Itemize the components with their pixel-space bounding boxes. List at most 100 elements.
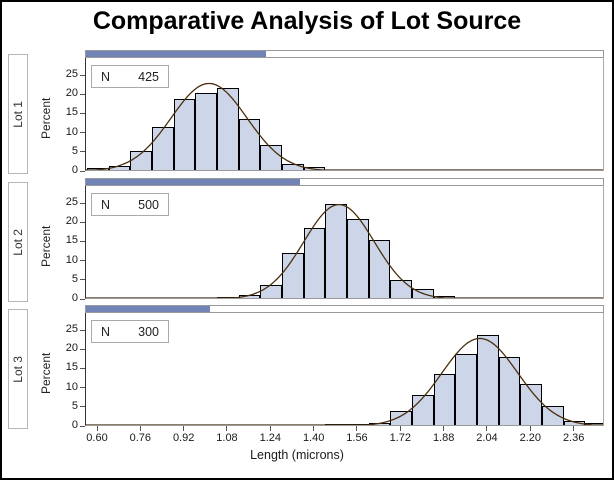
histogram-bar [433, 296, 456, 298]
y-tick-label: 25 [65, 323, 78, 335]
page-title: Comparative Analysis of Lot Source [92, 7, 522, 35]
x-tick-mark [486, 426, 488, 431]
histogram-bar [520, 383, 543, 425]
x-tick-mark [226, 426, 228, 431]
y-tick-mark [80, 74, 85, 76]
histogram-bar [477, 335, 499, 425]
y-tick-label: 20 [65, 342, 78, 355]
histogram-bar [303, 227, 326, 298]
x-tick-label: 1.40 [302, 432, 325, 444]
y-tick-mark [80, 132, 85, 134]
y-tick-label: 0 [71, 292, 78, 304]
x-tick-label: 1.56 [346, 432, 368, 444]
y-tick-mark [80, 406, 85, 408]
n-value: 300 [138, 324, 159, 339]
x-tick-mark [313, 426, 315, 431]
plot-area: N 300 [85, 313, 604, 426]
x-tick-label: 0.76 [129, 432, 152, 444]
x-tick-label: 2.20 [519, 432, 542, 444]
y-axis-label: Percent [39, 97, 53, 140]
histogram-bar [455, 353, 478, 425]
panel-header-strip [85, 178, 604, 186]
n-box: N 425 [91, 65, 169, 88]
x-tick-label: 1.08 [216, 432, 238, 444]
y-tick-mark [80, 202, 85, 204]
x-tick-mark [269, 426, 271, 431]
y-tick-label: 5 [71, 399, 78, 412]
histogram-bar [152, 126, 174, 170]
histogram-bar [282, 252, 304, 298]
y-tick-mark [80, 260, 85, 262]
y-tick-label: 5 [71, 144, 78, 157]
x-tick-label: 2.36 [562, 432, 585, 444]
panel-header-strip [85, 50, 604, 58]
histogram-bar [217, 88, 239, 170]
normal-curve [86, 82, 603, 170]
y-tick-label: 20 [65, 87, 78, 100]
n-box: N 300 [91, 320, 169, 343]
y-tick-label: 15 [65, 361, 78, 374]
y-tick-label: 15 [65, 106, 78, 119]
y-tick-label: 0 [71, 164, 78, 176]
y-axis-label: Percent [39, 352, 53, 395]
normal-curve [86, 337, 603, 425]
y-axis-label: Percent [39, 225, 53, 268]
y-tick-label: 20 [65, 215, 78, 228]
y-tick-mark [80, 348, 85, 350]
y-tick-mark [80, 279, 85, 281]
histogram-bar [498, 356, 521, 425]
y-tick-label: 10 [65, 253, 78, 266]
y-tick-label: 0 [71, 419, 78, 431]
x-tick-label: 0.60 [86, 432, 108, 444]
n-label: N [101, 197, 111, 212]
y-tick-label: 10 [65, 380, 78, 393]
x-tick-mark [399, 426, 401, 431]
plot-area: N 425 [85, 58, 604, 171]
y-tick-label: 5 [71, 272, 78, 285]
histogram-bar [195, 93, 218, 170]
lot-label: Lot 2 [11, 228, 25, 256]
lot-label: Lot 3 [11, 355, 25, 383]
lot-label-box: Lot 3 [8, 309, 28, 429]
y-tick-mark [80, 221, 85, 223]
histogram-bar [390, 411, 413, 425]
n-label: N [101, 69, 111, 84]
x-axis-title: Length (microns) [250, 448, 344, 462]
x-tick-mark [356, 426, 358, 431]
histogram-bar [238, 118, 261, 170]
y-tick-mark [80, 367, 85, 369]
n-label: N [101, 324, 111, 339]
y-tick-label: 25 [65, 68, 78, 80]
y-tick-mark [80, 112, 85, 114]
histogram-bar [433, 373, 456, 425]
y-tick-label: 10 [65, 125, 78, 138]
strip-fill-bar [86, 306, 210, 312]
n-value: 500 [138, 197, 159, 212]
lot-label-box: Lot 1 [8, 54, 28, 174]
y-tick-mark [80, 151, 85, 153]
strip-fill-bar [86, 51, 266, 57]
x-tick-mark [96, 426, 98, 431]
histogram-bar [368, 240, 391, 298]
y-tick-mark [80, 170, 85, 172]
x-tick-mark [529, 426, 531, 431]
histogram-bar [347, 218, 369, 298]
x-tick-mark [139, 426, 141, 431]
normal-curve [86, 203, 603, 298]
x-tick-label: 1.72 [389, 432, 412, 444]
x-tick-mark [183, 426, 185, 431]
x-tick-label: 2.04 [476, 432, 498, 444]
y-tick-mark [80, 425, 85, 427]
x-tick-mark [573, 426, 575, 431]
y-tick-mark [80, 387, 85, 389]
lot-label-box: Lot 2 [8, 182, 28, 302]
y-tick-label: 25 [65, 196, 78, 208]
y-tick-mark [80, 240, 85, 242]
x-tick-label: 0.92 [172, 432, 195, 444]
lot-label: Lot 1 [11, 100, 25, 128]
panel-header-strip [85, 305, 604, 313]
y-tick-mark [80, 298, 85, 300]
histogram-bar [325, 203, 348, 298]
n-value: 425 [138, 69, 159, 84]
x-tick-label: 1.24 [259, 432, 282, 444]
